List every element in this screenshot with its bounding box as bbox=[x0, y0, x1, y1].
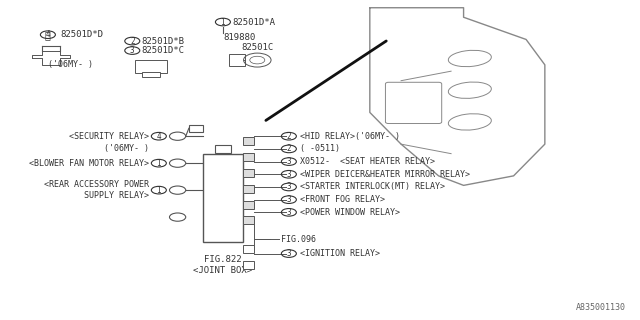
Text: <STARTER INTERLOCK(MT) RELAY>: <STARTER INTERLOCK(MT) RELAY> bbox=[300, 182, 445, 191]
Text: 3: 3 bbox=[287, 208, 291, 217]
Text: ( -0511): ( -0511) bbox=[300, 144, 340, 153]
Text: <BLOWER FAN MOTOR RELAY>: <BLOWER FAN MOTOR RELAY> bbox=[29, 159, 150, 168]
FancyBboxPatch shape bbox=[243, 245, 255, 253]
FancyBboxPatch shape bbox=[189, 125, 204, 132]
Text: 1: 1 bbox=[221, 18, 225, 27]
Text: 3: 3 bbox=[287, 170, 291, 179]
Text: 819880: 819880 bbox=[223, 33, 255, 42]
Text: <POWER WINDOW RELAY>: <POWER WINDOW RELAY> bbox=[300, 208, 400, 217]
Text: 1: 1 bbox=[157, 186, 161, 195]
Text: 3: 3 bbox=[287, 195, 291, 204]
Text: ('06MY- ): ('06MY- ) bbox=[48, 60, 93, 69]
Text: A835001130: A835001130 bbox=[576, 303, 626, 312]
Text: <WIPER DEICER&HEATER MIRROR RELAY>: <WIPER DEICER&HEATER MIRROR RELAY> bbox=[300, 170, 470, 179]
Text: 3: 3 bbox=[287, 157, 291, 166]
Text: ⑤: ⑤ bbox=[45, 30, 51, 40]
FancyBboxPatch shape bbox=[243, 261, 255, 269]
Text: <IGNITION RELAY>: <IGNITION RELAY> bbox=[300, 249, 380, 258]
Text: 3: 3 bbox=[287, 249, 291, 258]
Text: 4: 4 bbox=[157, 132, 161, 141]
Text: 82501D*B: 82501D*B bbox=[141, 36, 185, 45]
Text: <JOINT BOX>: <JOINT BOX> bbox=[193, 266, 253, 275]
FancyBboxPatch shape bbox=[243, 216, 255, 224]
Text: <SECURITY RELAY>: <SECURITY RELAY> bbox=[70, 132, 150, 141]
FancyBboxPatch shape bbox=[385, 82, 442, 124]
Text: 82501D*A: 82501D*A bbox=[232, 18, 275, 27]
FancyBboxPatch shape bbox=[229, 54, 244, 67]
Text: X0512-  <SEAT HEATER RELAY>: X0512- <SEAT HEATER RELAY> bbox=[300, 157, 435, 166]
FancyBboxPatch shape bbox=[243, 137, 255, 145]
FancyBboxPatch shape bbox=[215, 145, 231, 153]
FancyBboxPatch shape bbox=[141, 72, 161, 77]
Text: 82501D*D: 82501D*D bbox=[60, 30, 104, 39]
Text: 82501D*C: 82501D*C bbox=[141, 46, 185, 55]
Text: 3: 3 bbox=[130, 46, 134, 55]
FancyBboxPatch shape bbox=[243, 185, 255, 193]
FancyBboxPatch shape bbox=[243, 153, 255, 161]
Text: 2: 2 bbox=[287, 144, 291, 153]
FancyBboxPatch shape bbox=[136, 60, 166, 73]
FancyBboxPatch shape bbox=[243, 169, 255, 177]
Text: 2: 2 bbox=[130, 36, 134, 45]
FancyBboxPatch shape bbox=[243, 201, 255, 209]
Text: 3: 3 bbox=[287, 182, 291, 191]
Text: 82501C: 82501C bbox=[242, 43, 274, 52]
Text: <HID RELAY>('06MY- ): <HID RELAY>('06MY- ) bbox=[300, 132, 400, 141]
Text: <REAR ACCESSORY POWER
SUPPLY RELAY>: <REAR ACCESSORY POWER SUPPLY RELAY> bbox=[44, 180, 150, 200]
Text: 2: 2 bbox=[287, 132, 291, 141]
Text: FIG.822: FIG.822 bbox=[204, 255, 242, 264]
Text: <FRONT FOG RELAY>: <FRONT FOG RELAY> bbox=[300, 195, 385, 204]
FancyBboxPatch shape bbox=[203, 154, 243, 243]
Text: 4: 4 bbox=[45, 30, 50, 39]
Text: ('06MY- ): ('06MY- ) bbox=[104, 144, 150, 153]
Text: FIG.096: FIG.096 bbox=[281, 235, 316, 244]
Text: 1: 1 bbox=[157, 159, 161, 168]
